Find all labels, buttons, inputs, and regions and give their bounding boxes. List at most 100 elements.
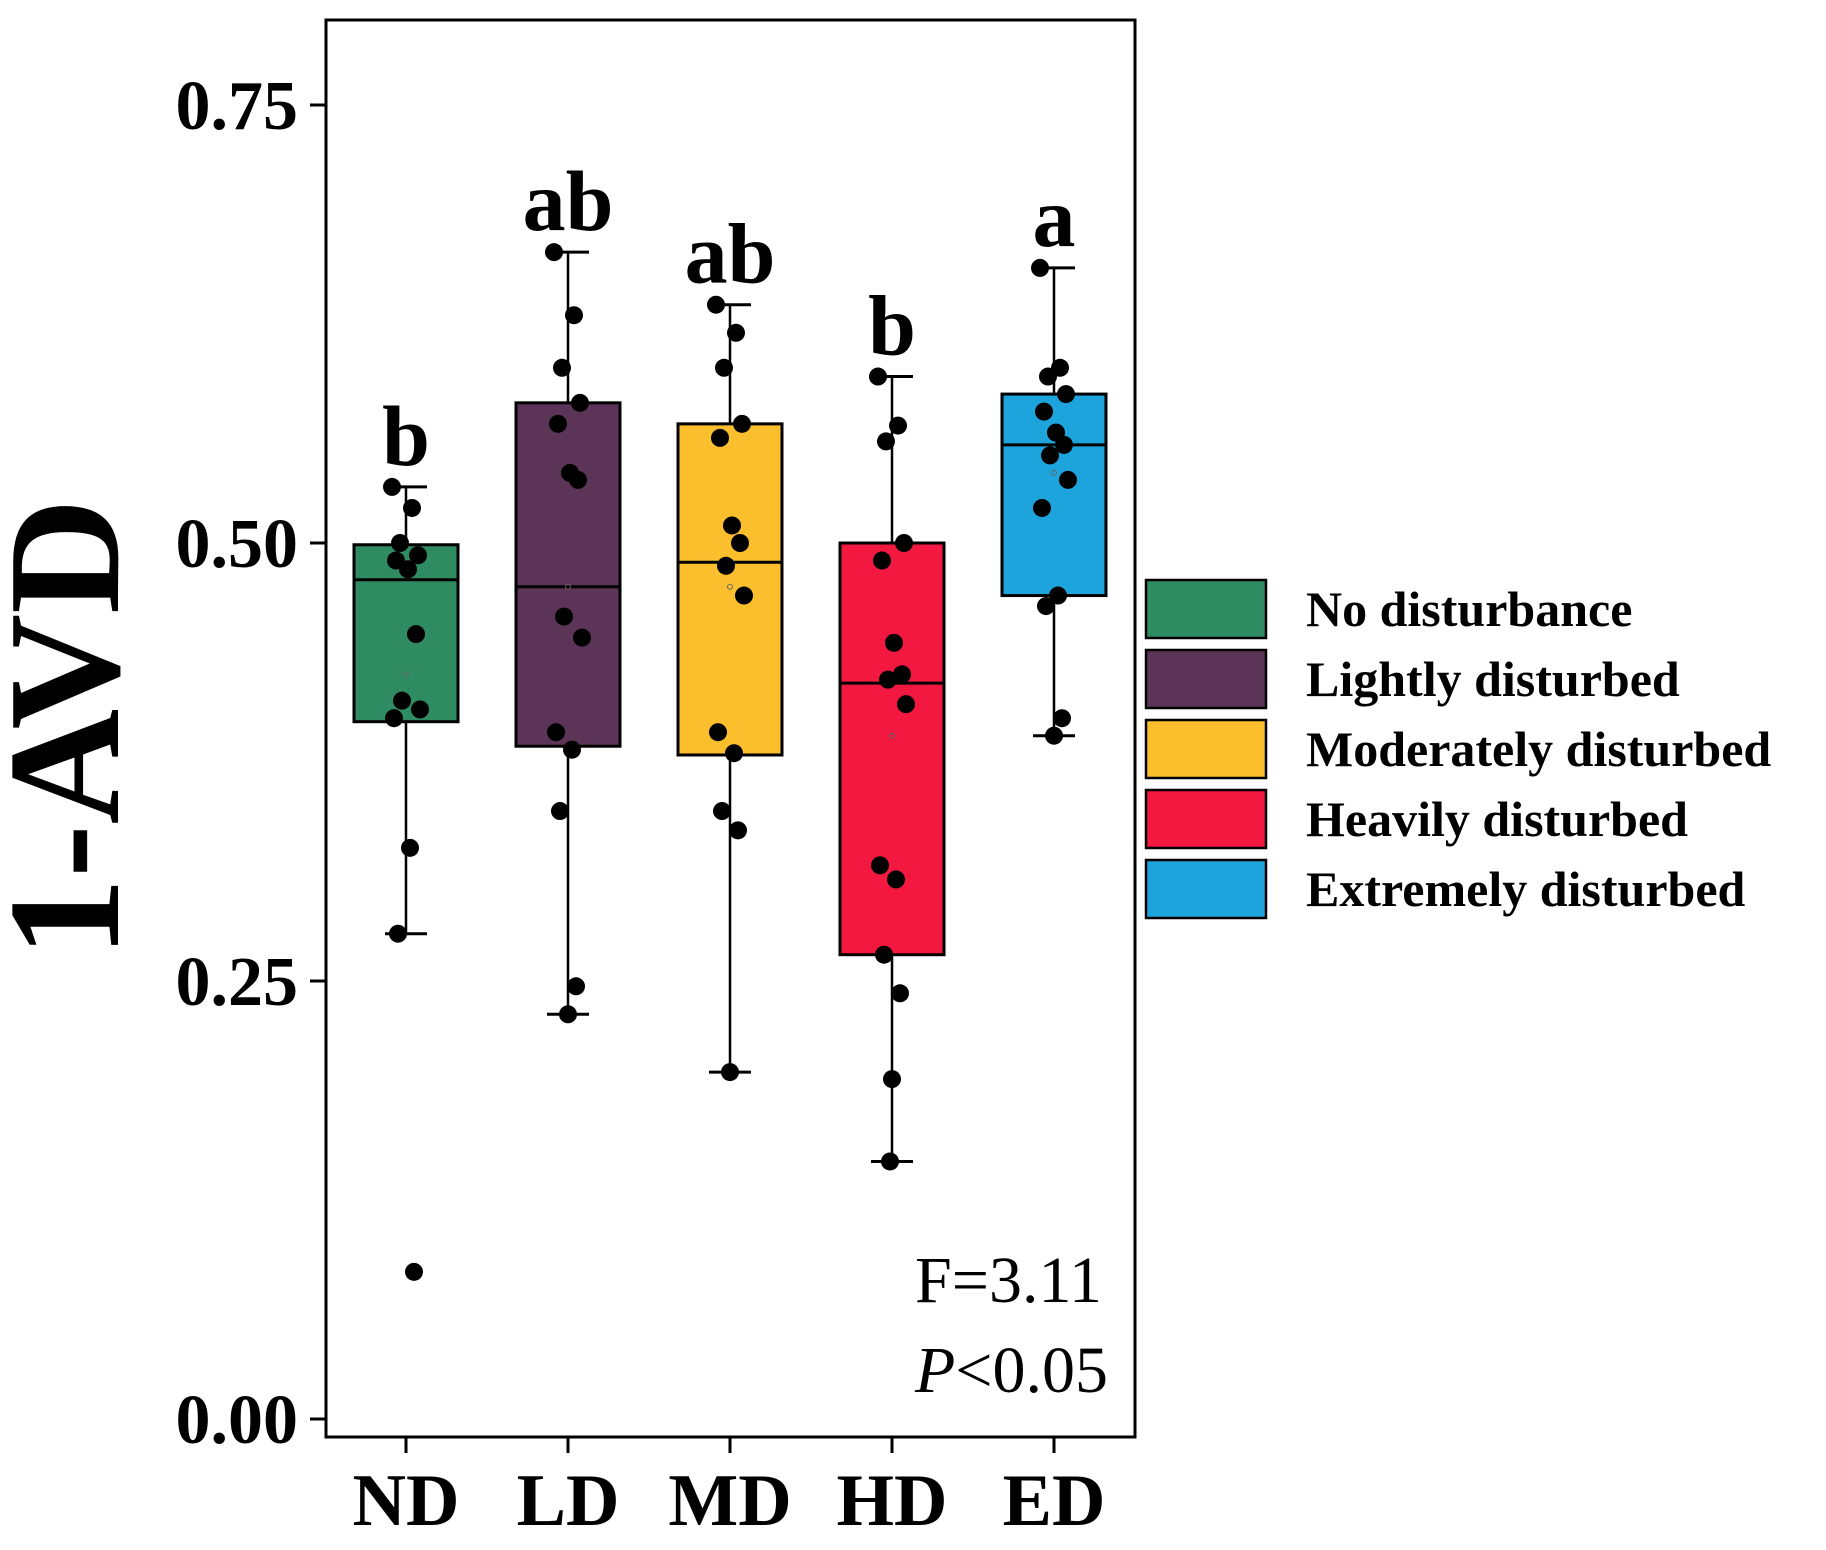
data-point — [389, 924, 407, 943]
significance-letter: a — [1033, 169, 1076, 265]
mean-marker — [403, 671, 409, 678]
data-point — [1037, 597, 1055, 616]
data-point — [1041, 446, 1059, 465]
data-point — [411, 700, 429, 719]
data-point — [731, 534, 749, 552]
significance-letter: b — [868, 278, 916, 374]
data-point — [409, 546, 427, 565]
legend-key — [1144, 788, 1268, 850]
y-tick-label: 0.50 — [176, 506, 299, 583]
data-point — [569, 470, 587, 489]
data-point — [1057, 385, 1075, 404]
f-statistic: F=3.11 — [915, 1244, 1102, 1317]
points-layer — [383, 243, 1077, 1281]
legend-label: No disturbance — [1306, 581, 1632, 637]
data-point — [869, 367, 887, 386]
data-point — [563, 740, 581, 759]
x-tick-label: ED — [1003, 1460, 1106, 1542]
legend-key — [1144, 858, 1268, 920]
box-ed — [1000, 392, 1108, 598]
data-point — [723, 516, 741, 535]
mean-marker — [727, 583, 733, 590]
data-point — [897, 695, 915, 714]
x-tick-label: HD — [837, 1460, 948, 1542]
data-point — [391, 534, 409, 552]
legend-key — [1144, 578, 1268, 640]
data-point — [401, 838, 419, 857]
data-point — [1045, 726, 1063, 745]
data-point — [875, 945, 893, 964]
significance-letter: ab — [685, 206, 776, 302]
legend: No disturbance Lightly disturbed Moderatel… — [1144, 578, 1771, 920]
data-point — [715, 358, 733, 377]
data-point — [399, 560, 417, 579]
y-axis: 0.00 0.25 0.50 0.75 — [176, 68, 326, 1459]
data-point — [1049, 586, 1067, 605]
data-point — [405, 1262, 423, 1281]
data-point — [885, 633, 903, 652]
data-point — [559, 1005, 577, 1024]
data-point — [393, 691, 411, 710]
data-point — [879, 670, 897, 689]
data-point — [1031, 258, 1049, 277]
mean-marker — [1051, 469, 1057, 476]
data-point — [733, 414, 751, 433]
data-point — [889, 416, 907, 435]
box-ld — [514, 401, 622, 748]
data-point — [555, 607, 573, 626]
p-value-italic: P — [914, 1334, 955, 1407]
mean-marker — [889, 732, 895, 739]
data-point — [1053, 709, 1071, 728]
data-point — [551, 802, 569, 821]
legend-label: Lightly disturbed — [1306, 651, 1680, 707]
data-point — [403, 498, 421, 517]
legend-key — [1144, 718, 1268, 780]
data-point — [383, 477, 401, 496]
legend-label: Extremely disturbed — [1306, 861, 1746, 917]
data-point — [711, 428, 729, 447]
data-point — [721, 1063, 739, 1082]
mean-marker — [565, 583, 571, 590]
p-value-rest: <0.05 — [955, 1334, 1108, 1407]
y-tick-label: 0.75 — [176, 68, 299, 145]
y-axis-label: 1-AVD — [0, 498, 153, 957]
data-point — [871, 856, 889, 875]
data-point — [883, 1070, 901, 1089]
data-point — [727, 323, 745, 342]
x-tick-label: LD — [517, 1460, 620, 1542]
significance-letter: ab — [523, 153, 614, 249]
data-point — [565, 306, 583, 325]
x-tick-label: ND — [353, 1460, 460, 1542]
data-point — [407, 625, 425, 644]
x-axis: ND LD MD HD ED — [353, 1437, 1106, 1542]
data-point — [1039, 367, 1057, 386]
data-point — [877, 432, 895, 451]
data-point — [729, 821, 747, 840]
data-point — [873, 551, 891, 570]
legend-label: Moderately disturbed — [1306, 721, 1771, 777]
data-point — [553, 358, 571, 377]
data-point — [385, 709, 403, 728]
x-tick-label: MD — [668, 1460, 791, 1542]
data-point — [1035, 402, 1053, 421]
data-point — [735, 586, 753, 605]
data-point — [893, 665, 911, 684]
data-point — [1059, 470, 1077, 489]
legend-label: Heavily disturbed — [1306, 791, 1688, 847]
data-point — [547, 723, 565, 742]
significance-letter: b — [382, 388, 430, 484]
box-hd — [838, 541, 946, 957]
data-point — [549, 414, 567, 433]
data-point — [881, 1152, 899, 1171]
stats-annotation: F=3.11 P<0.05 — [914, 1244, 1108, 1407]
data-point — [713, 802, 731, 821]
data-point — [545, 243, 563, 262]
data-point — [709, 723, 727, 742]
data-point — [717, 556, 735, 575]
boxes-layer — [352, 250, 1108, 1163]
legend-key — [1144, 648, 1268, 710]
y-tick-label: 0.25 — [176, 944, 299, 1021]
p-value: P<0.05 — [914, 1334, 1108, 1407]
